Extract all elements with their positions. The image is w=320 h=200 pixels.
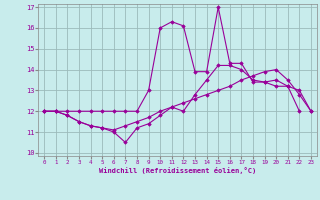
- X-axis label: Windchill (Refroidissement éolien,°C): Windchill (Refroidissement éolien,°C): [99, 167, 256, 174]
